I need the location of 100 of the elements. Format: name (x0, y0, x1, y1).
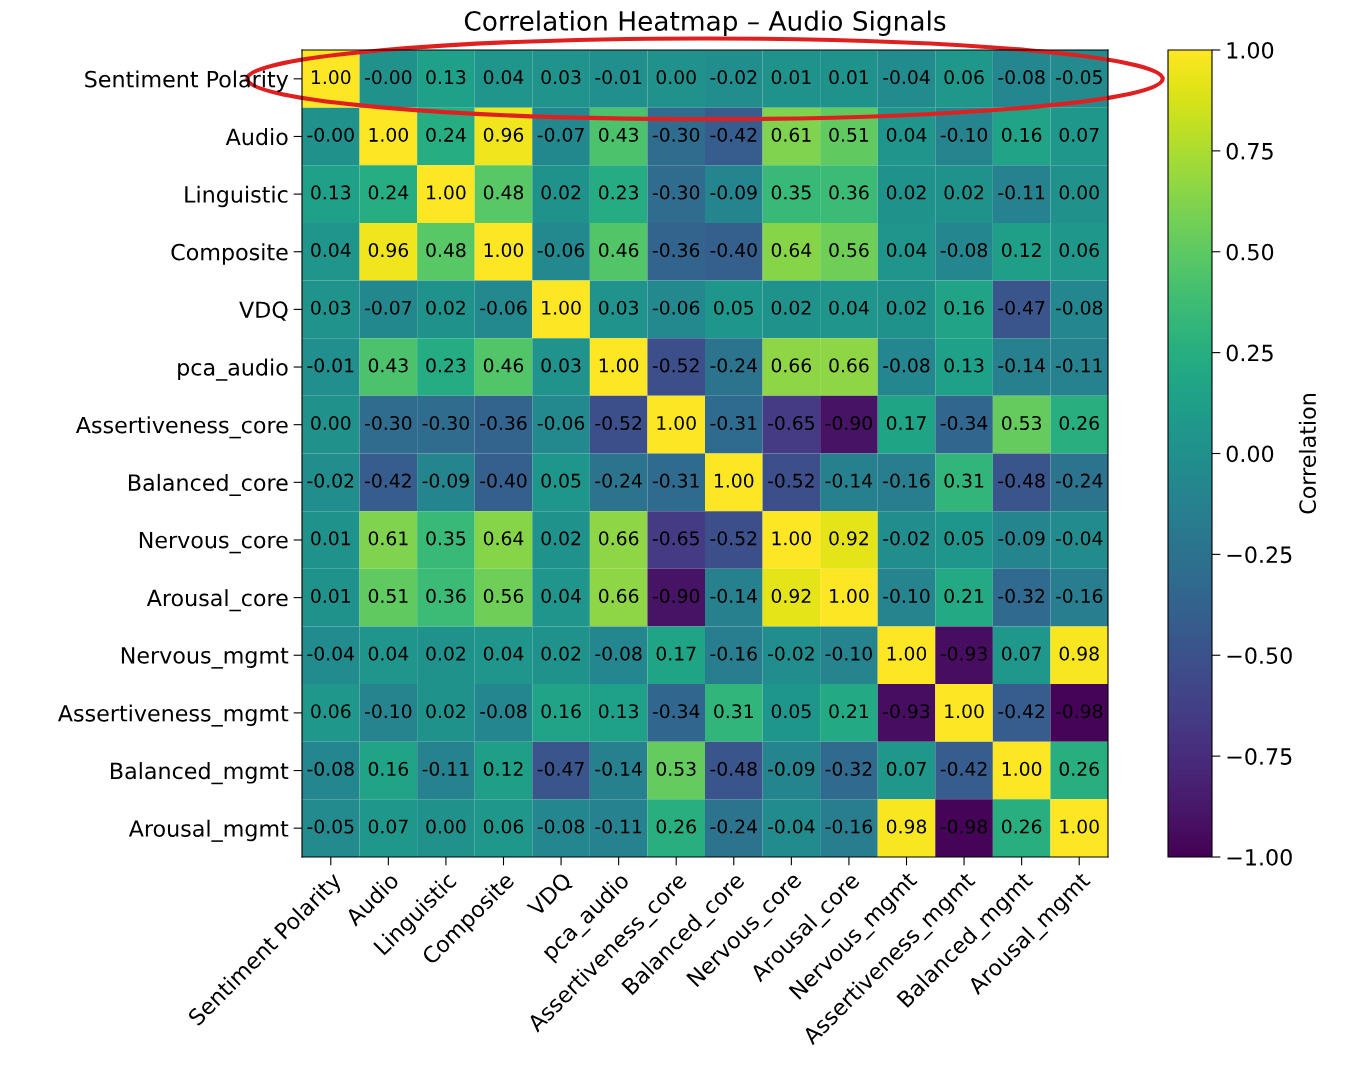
data-label: 1.00 (542, 300, 581, 315)
data-label: -0.40 (480, 473, 527, 488)
data-label: 1.00 (830, 588, 869, 604)
data-label: -0.16 (1055, 588, 1103, 604)
data-label: 0.35 (771, 185, 811, 200)
data-label: -0.34 (652, 704, 700, 719)
data-label: 0.31 (714, 704, 753, 719)
data-label: -0.36 (652, 243, 700, 258)
y-tick-label: Composite (171, 243, 288, 265)
data-label: 0.21 (944, 588, 984, 604)
data-label: 0.13 (311, 185, 351, 200)
data-label: 0.66 (829, 358, 869, 373)
data-label: 0.02 (771, 300, 811, 315)
data-label: -0.31 (652, 473, 699, 488)
data-label: 0.16 (368, 761, 409, 776)
data-label: 0.12 (483, 761, 523, 776)
data-label: -0.98 (1055, 704, 1103, 719)
data-label: -0.90 (825, 415, 872, 431)
data-label: -0.08 (998, 70, 1045, 85)
data-label: -0.05 (1055, 70, 1102, 85)
data-label: 0.04 (829, 300, 869, 315)
data-label: -0.09 (422, 473, 469, 488)
data-label: -0.16 (710, 646, 757, 661)
data-label: 0.03 (541, 358, 581, 373)
data-label: 0.36 (829, 185, 869, 200)
data-label: 0.01 (829, 70, 869, 85)
data-label: 0.13 (426, 70, 466, 85)
data-label: 0.01 (311, 531, 350, 546)
y-tick-label: Balanced_core (129, 473, 288, 496)
data-label: 0.07 (1059, 127, 1099, 142)
data-label: -0.65 (768, 415, 814, 431)
data-label: -0.09 (768, 761, 815, 776)
data-label: 0.07 (886, 761, 926, 776)
data-label: -0.01 (307, 358, 354, 373)
data-label: -0.52 (710, 531, 757, 546)
data-label: -0.08 (595, 646, 642, 661)
data-label: 0.92 (829, 531, 868, 546)
data-label: -0.16 (883, 473, 930, 488)
data-label: -0.14 (825, 473, 873, 488)
data-label: 0.04 (483, 70, 524, 85)
data-label: -0.00 (307, 127, 354, 142)
data-label: 0.04 (886, 243, 927, 258)
data-label: -0.06 (652, 300, 700, 315)
color-bar-label: −0.50 (1227, 647, 1292, 665)
data-label: 0.06 (944, 70, 984, 85)
data-label: 0.07 (368, 819, 408, 834)
data-label: 0.03 (541, 70, 581, 85)
data-label: 0.64 (771, 243, 812, 258)
color-bar-label: −1.00 (1227, 848, 1292, 866)
data-label: 1.00 (772, 531, 811, 546)
data-label: 0.05 (714, 300, 754, 315)
data-label: 0.98 (886, 819, 927, 834)
data-label: -0.08 (1055, 300, 1103, 315)
data-label: 1.00 (599, 358, 639, 373)
data-label: -0.40 (710, 243, 757, 258)
y-tick-label: Linguistic (185, 185, 288, 208)
data-label: -0.10 (825, 646, 872, 661)
data-label: 0.53 (1002, 415, 1042, 431)
data-label: -0.10 (940, 127, 988, 142)
data-label: -0.08 (940, 243, 988, 258)
data-label: 0.02 (886, 185, 926, 200)
data-label: -0.34 (940, 415, 988, 431)
data-label: 0.02 (886, 300, 926, 315)
data-label: -0.05 (307, 819, 354, 834)
data-label: -0.10 (365, 704, 412, 719)
data-label: 1.00 (484, 243, 524, 258)
data-label: -0.47 (537, 761, 584, 776)
data-label: 0.06 (1059, 243, 1099, 258)
data-label: 0.12 (1002, 243, 1041, 258)
data-label: 0.53 (656, 761, 696, 776)
data-label: -0.01 (595, 70, 642, 85)
data-label: -0.06 (480, 300, 527, 315)
data-label: 0.02 (541, 531, 581, 546)
data-label: 0.02 (541, 185, 581, 200)
data-label: 0.96 (483, 127, 524, 142)
color-bar-label: 0.00 (1226, 445, 1274, 463)
data-label: -0.08 (307, 761, 354, 776)
data-label: 0.05 (541, 473, 581, 488)
y-tick-label: Arousal_core (146, 589, 288, 612)
data-label: 0.64 (483, 531, 524, 546)
data-label: 0.05 (771, 704, 811, 719)
data-label: -0.14 (998, 358, 1045, 373)
data-label: 1.00 (1060, 819, 1099, 834)
data-label: 0.43 (368, 358, 408, 373)
data-label: 0.46 (599, 243, 639, 258)
data-label: 0.35 (426, 531, 466, 546)
data-label: 1.00 (714, 473, 754, 488)
data-label: -0.42 (365, 473, 411, 488)
data-label: -0.02 (768, 646, 814, 661)
data-label: -0.02 (307, 473, 354, 488)
data-label: 0.16 (541, 704, 581, 719)
data-label: 1.00 (1002, 761, 1042, 776)
data-label: 0.61 (368, 531, 408, 546)
data-label: 0.02 (944, 185, 984, 200)
data-label: -0.24 (710, 358, 757, 373)
data-label: -0.24 (710, 819, 757, 834)
data-label: 0.02 (426, 646, 465, 661)
data-label: -0.42 (710, 127, 757, 142)
data-label: 0.02 (541, 646, 581, 661)
data-label: -0.98 (940, 819, 988, 834)
